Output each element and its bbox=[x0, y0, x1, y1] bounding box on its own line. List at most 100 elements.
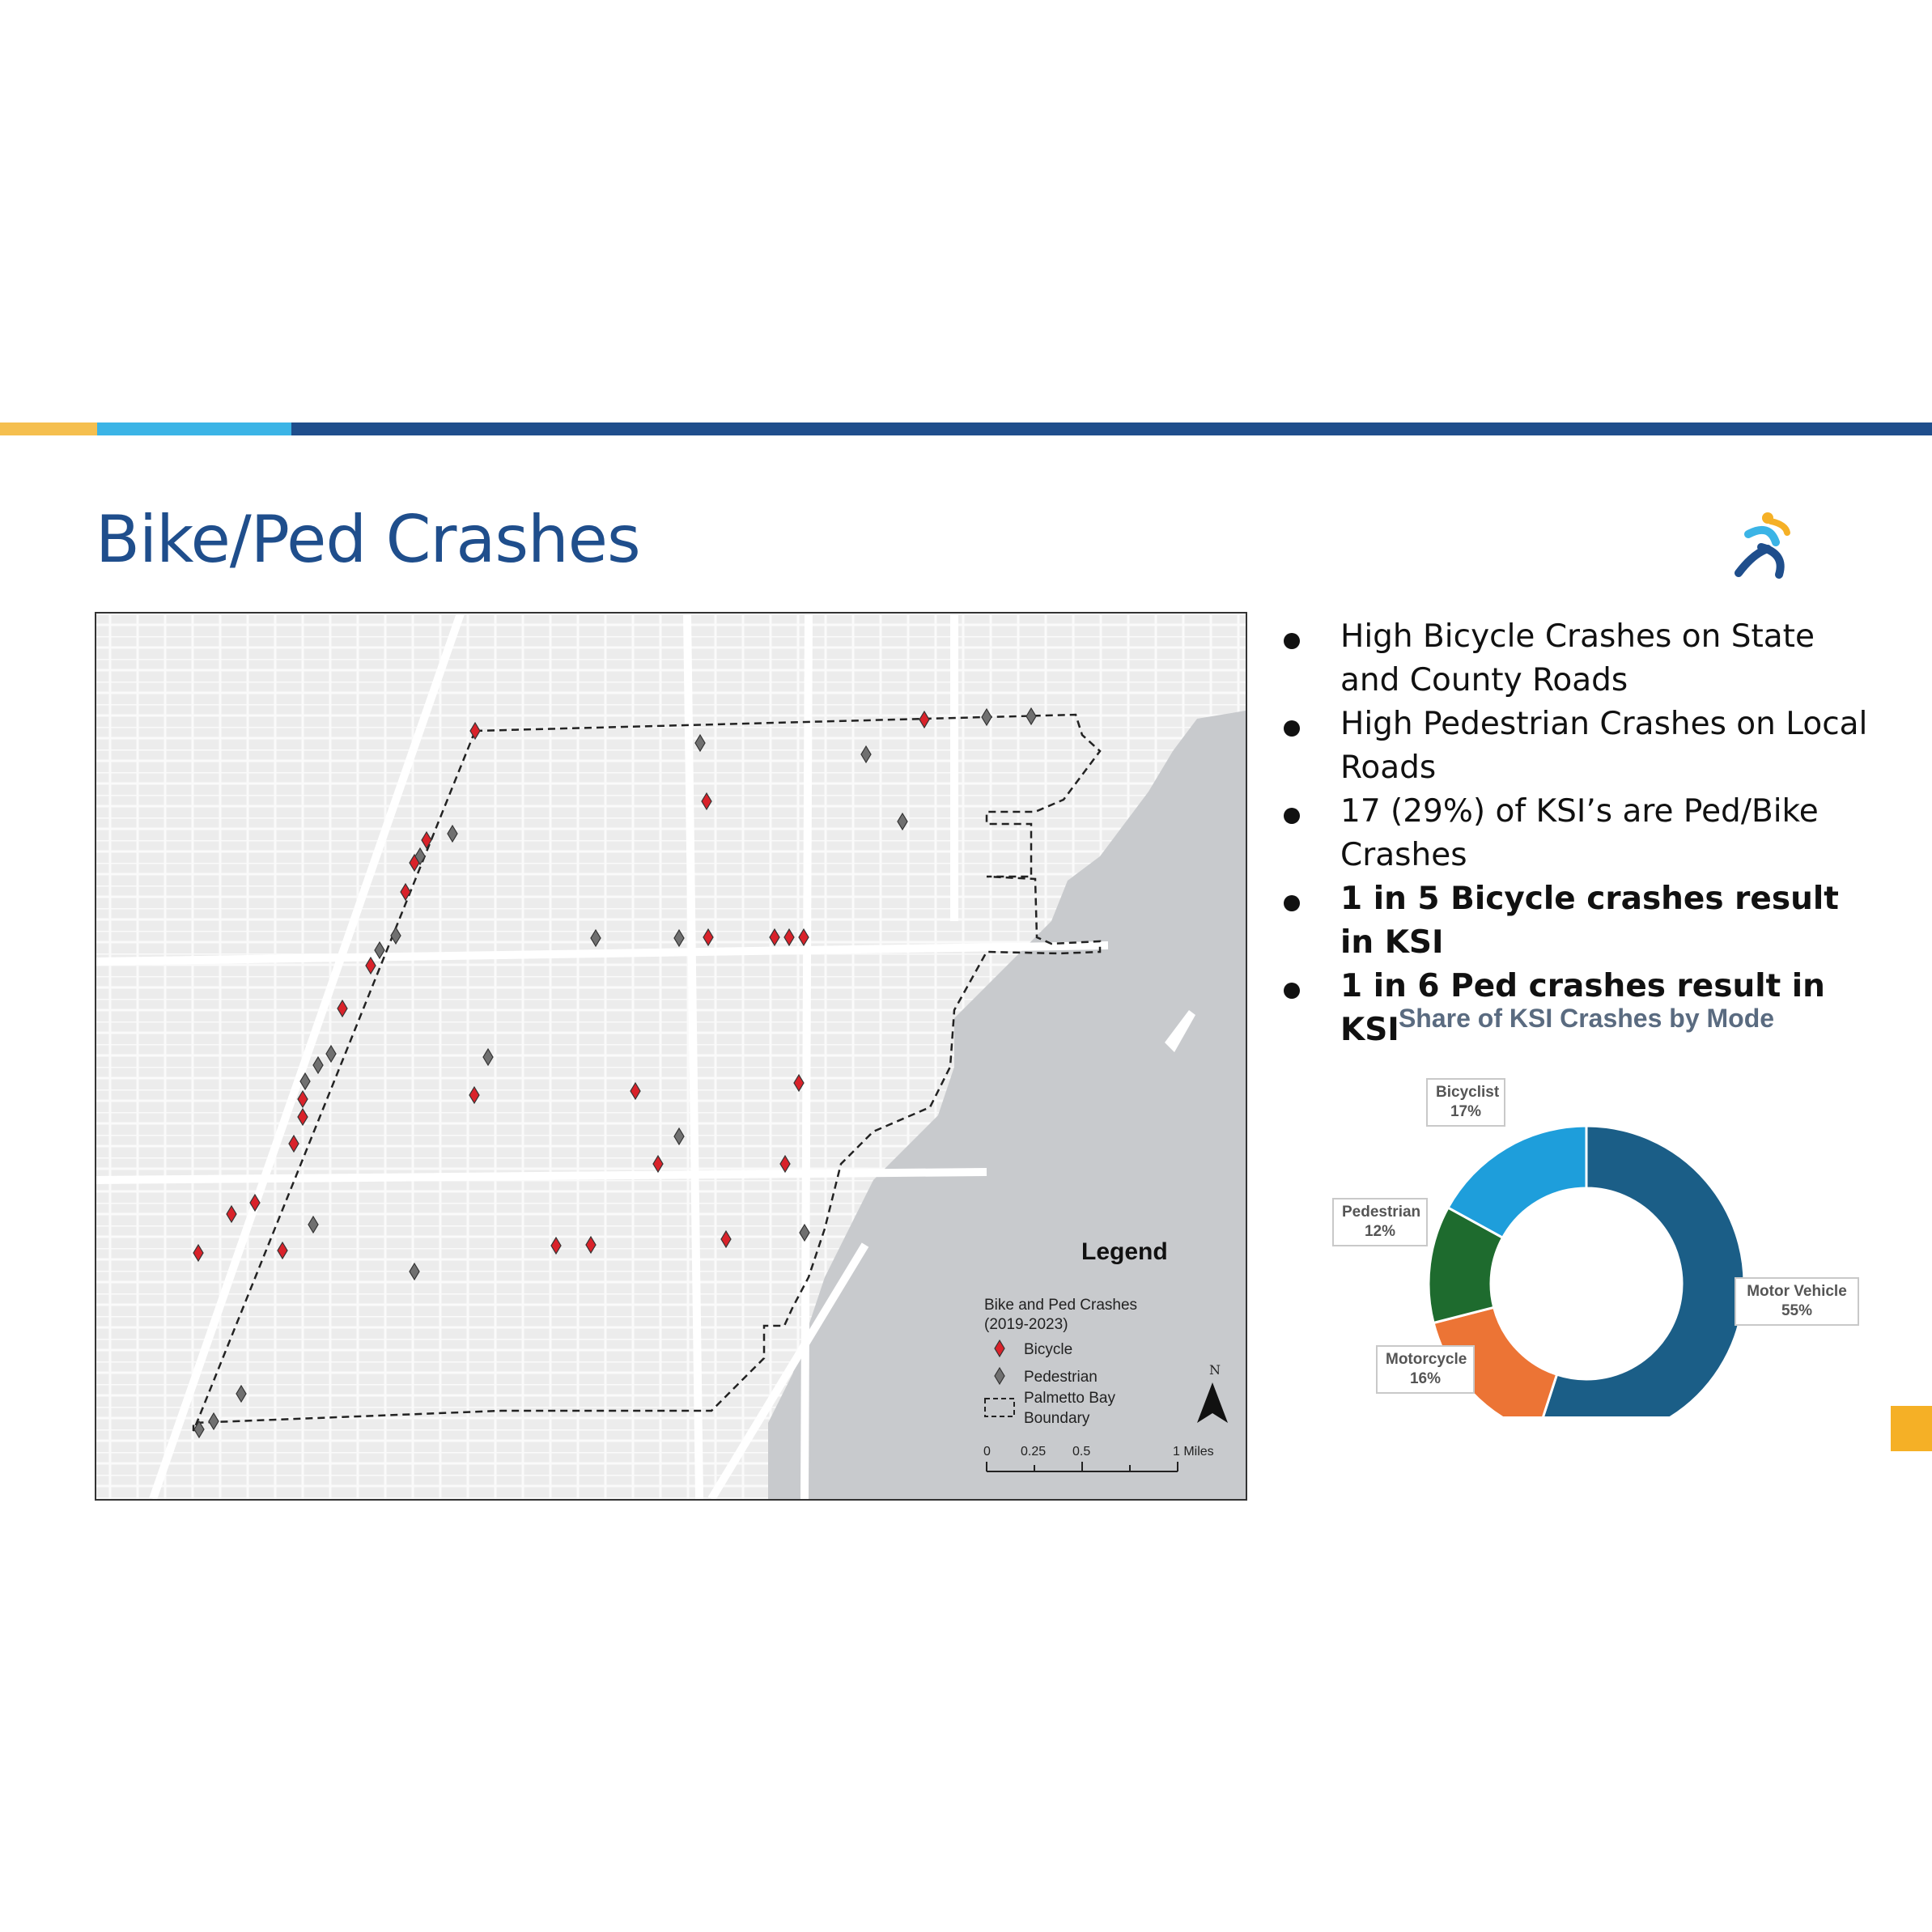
bicycle-crash-marker bbox=[297, 1089, 308, 1109]
pedestrian-crash-marker bbox=[1025, 707, 1037, 726]
callout-value: 12% bbox=[1364, 1223, 1396, 1240]
bullet-item: High Bicycle Crashes on State and County… bbox=[1279, 615, 1878, 703]
pedestrian-crash-marker bbox=[590, 928, 601, 948]
side-tab-marker bbox=[1891, 1406, 1932, 1451]
bullet-dot-icon bbox=[1284, 720, 1300, 737]
bicycle-crash-marker bbox=[550, 1236, 562, 1255]
bullet-item: 1 in 6 Ped crashes result in KSI bbox=[1279, 965, 1878, 1052]
legend-bicycle-label: Bicycle bbox=[1024, 1341, 1072, 1358]
bullet-dot-icon bbox=[1284, 808, 1300, 824]
bullet-dot-icon bbox=[1284, 633, 1300, 649]
callout-label: Bicyclist bbox=[1436, 1084, 1500, 1101]
pedestrian-crash-marker bbox=[409, 1262, 420, 1281]
bicycle-crash-marker bbox=[421, 830, 432, 850]
bicycle-crash-marker bbox=[793, 1073, 805, 1093]
pedestrian-crash-marker bbox=[694, 733, 706, 753]
pedestrian-crash-marker bbox=[208, 1412, 219, 1431]
bullet-text: High Bicycle Crashes on State and County… bbox=[1340, 618, 1815, 698]
donut-slice-motor-vehicle bbox=[1542, 1124, 1746, 1416]
island bbox=[1165, 1010, 1195, 1052]
callout-label: Motor Vehicle bbox=[1747, 1283, 1847, 1300]
accent-stripe-light-blue bbox=[97, 422, 291, 435]
donut-svg bbox=[1427, 1124, 1746, 1416]
bullet-dot-icon bbox=[1284, 983, 1300, 999]
callout-value: 16% bbox=[1409, 1370, 1442, 1387]
pedestrian-crash-marker bbox=[374, 941, 385, 960]
bicycle-crash-marker bbox=[630, 1081, 641, 1101]
bullet-text: 1 in 6 Ped crashes result in KSI bbox=[1340, 968, 1825, 1048]
accent-stripe-navy bbox=[291, 422, 1932, 435]
scale-label-025: 0.25 bbox=[1021, 1445, 1046, 1459]
pedestrian-crash-marker bbox=[325, 1044, 337, 1064]
bullet-item: 1 in 5 Bicycle crashes result in KSI bbox=[1279, 877, 1878, 965]
legend-subtitle-line1: Bike and Ped Crashes bbox=[984, 1297, 1137, 1314]
bicycle-crash-marker bbox=[701, 792, 712, 811]
legend-title: Legend bbox=[1081, 1238, 1168, 1265]
pedestrian-crash-marker bbox=[447, 824, 458, 843]
accent-stripe-yellow bbox=[0, 422, 97, 435]
bicycle-crash-marker bbox=[585, 1235, 597, 1255]
bicycle-crash-marker bbox=[798, 928, 809, 947]
bullet-text: High Pedestrian Crashes on Local Roads bbox=[1340, 706, 1868, 786]
legend-pedestrian-label: Pedestrian bbox=[1024, 1369, 1098, 1386]
pedestrian-crash-marker bbox=[236, 1384, 247, 1403]
legend-subtitle-line2: (2019-2023) bbox=[984, 1316, 1068, 1333]
scale-label-1-miles: 1 Miles bbox=[1173, 1445, 1214, 1459]
bullet-item: 17 (29%) of KSI’s are Ped/Bike Crashes bbox=[1279, 790, 1878, 877]
bicycle-crash-marker bbox=[720, 1229, 732, 1249]
callout-value: 17% bbox=[1450, 1103, 1482, 1120]
legend-pedestrian-marker-icon bbox=[994, 1366, 1005, 1386]
callout-motorcycle: Motorcycle 16% bbox=[1376, 1345, 1475, 1394]
bicycle-crash-marker bbox=[469, 721, 481, 741]
pedestrian-crash-marker bbox=[673, 1127, 685, 1146]
map-legend: Legend Bike and Ped Crashes (2019-2023) … bbox=[983, 1238, 1228, 1472]
legend-boundary-label-line2: Boundary bbox=[1024, 1410, 1090, 1427]
bicycle-crash-marker bbox=[365, 956, 376, 975]
callout-value: 55% bbox=[1781, 1302, 1813, 1319]
runner-logo-icon bbox=[1735, 512, 1790, 579]
bay-water bbox=[768, 711, 1246, 1499]
bicycle-crash-marker bbox=[288, 1134, 299, 1153]
bicycle-crash-marker bbox=[469, 1085, 480, 1105]
bicycle-crash-marker bbox=[769, 928, 780, 947]
bicycle-crash-marker bbox=[226, 1204, 237, 1224]
pedestrian-crash-marker bbox=[312, 1055, 324, 1075]
scale-bar bbox=[986, 1462, 1178, 1472]
pedestrian-crash-marker bbox=[860, 745, 872, 764]
pedestrian-crash-marker bbox=[897, 812, 908, 831]
bicycle-crash-marker bbox=[400, 882, 411, 902]
scale-label-0: 0 bbox=[983, 1445, 991, 1459]
crash-map: Legend Bike and Ped Crashes (2019-2023) … bbox=[95, 612, 1247, 1501]
bicycle-crash-marker bbox=[783, 928, 795, 947]
bicycle-crash-marker bbox=[779, 1154, 791, 1174]
slide-title: Bike/Ped Crashes bbox=[96, 502, 641, 577]
north-label: N bbox=[1209, 1362, 1221, 1378]
bicycle-crash-marker bbox=[193, 1243, 204, 1263]
callout-label: Motorcycle bbox=[1386, 1351, 1467, 1368]
pedestrian-crash-marker bbox=[308, 1215, 319, 1234]
pedestrian-crash-marker bbox=[390, 926, 401, 945]
bicycle-crash-marker bbox=[337, 999, 348, 1018]
legend-boundary-label-line1: Palmetto Bay bbox=[1024, 1390, 1115, 1407]
legend-boundary-swatch bbox=[984, 1398, 1015, 1417]
bullet-text: 1 in 5 Bicycle crashes result in KSI bbox=[1340, 881, 1839, 961]
pedestrian-crash-marker bbox=[673, 928, 685, 948]
bullet-dot-icon bbox=[1284, 895, 1300, 911]
callout-label: Pedestrian bbox=[1342, 1204, 1421, 1221]
bicycle-crash-marker bbox=[919, 710, 930, 729]
ksi-donut-chart: Share of KSI Crashes by Mode Bicyclist 1… bbox=[1295, 996, 1878, 1416]
north-arrow-icon bbox=[1197, 1382, 1228, 1423]
pedestrian-crash-marker bbox=[482, 1047, 494, 1067]
callout-motor-vehicle: Motor Vehicle 55% bbox=[1735, 1277, 1859, 1326]
bicycle-crash-marker bbox=[297, 1107, 308, 1127]
pedestrian-crash-marker bbox=[414, 847, 426, 866]
pedestrian-crash-marker bbox=[981, 707, 992, 727]
bicycle-crash-marker bbox=[277, 1241, 288, 1260]
key-findings-list: High Bicycle Crashes on State and County… bbox=[1279, 615, 1878, 1052]
callout-pedestrian: Pedestrian 12% bbox=[1332, 1198, 1428, 1246]
callout-bicyclist: Bicyclist 17% bbox=[1426, 1078, 1505, 1127]
legend-bicycle-marker-icon bbox=[994, 1339, 1005, 1358]
bicycle-crash-marker bbox=[249, 1193, 261, 1212]
bullet-item: High Pedestrian Crashes on Local Roads bbox=[1279, 703, 1878, 790]
chart-title: Share of KSI Crashes by Mode bbox=[1398, 1004, 1775, 1033]
